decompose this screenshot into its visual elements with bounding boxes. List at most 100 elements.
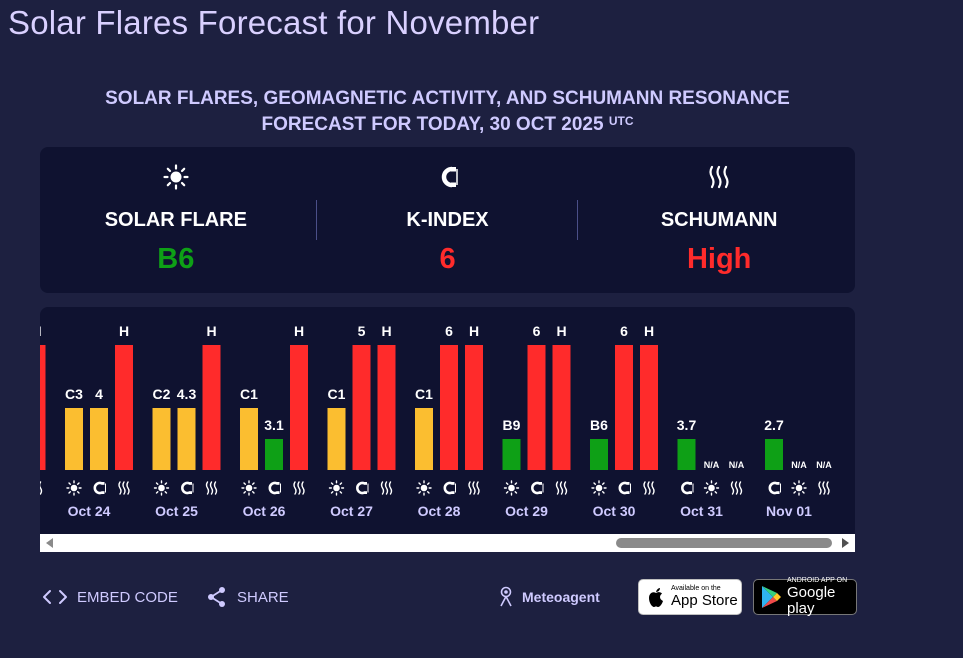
scroll-thumb[interactable]: [616, 538, 832, 548]
bar-kindex: [265, 439, 283, 470]
magnet-icon: [443, 481, 456, 495]
bar-value-label: C1: [328, 386, 346, 402]
bar-flare: [240, 408, 258, 470]
bar-kindex: [352, 345, 371, 470]
bar-na-label: N/A: [816, 460, 832, 470]
waves-icon: [468, 481, 480, 495]
sun-icon: [241, 480, 257, 496]
google-play-text: ANDROID APP ON Google play: [787, 577, 856, 617]
share-button[interactable]: SHARE: [207, 586, 289, 608]
chart-scrollbar[interactable]: [40, 534, 855, 552]
magnet-icon: [768, 481, 781, 495]
bar-kindex: [527, 345, 546, 470]
bar-na-label: N/A: [791, 460, 807, 470]
scroll-left-arrow[interactable]: [46, 538, 53, 548]
k-index-label: K-INDEX: [406, 209, 489, 231]
waves-icon: [643, 481, 655, 495]
magnet-icon: [618, 481, 631, 495]
waves-icon: [205, 481, 218, 495]
bar-value-label: 2.7: [764, 417, 784, 433]
bar-schumann: [290, 345, 308, 470]
bar-schumann: [465, 345, 483, 470]
bar-schumann: [202, 345, 221, 470]
bar-kindex: [440, 345, 458, 470]
schumann-summary: SCHUMANN High: [583, 147, 855, 293]
sun-icon: [791, 480, 807, 496]
schumann-value: High: [686, 243, 752, 275]
bar-value-label: 3.7: [677, 417, 697, 433]
sun-icon: [40, 161, 312, 193]
sun-icon: [328, 480, 345, 496]
bar-value-label: H: [644, 323, 654, 339]
bar-value-label: H: [206, 323, 216, 339]
app-store-badge[interactable]: Available on the App Store: [638, 579, 742, 615]
share-label: SHARE: [237, 588, 289, 606]
google-play-big: Google play: [787, 584, 836, 617]
bar-kindex: [177, 408, 196, 470]
bar-schumann: [115, 345, 133, 470]
share-icon: [207, 586, 227, 608]
bar-value-label: B9: [503, 417, 521, 433]
bar-value-label: H: [469, 323, 479, 339]
sun-icon: [703, 480, 720, 496]
magnet-icon: [268, 481, 281, 495]
day-date-label: Oct 31: [680, 503, 723, 519]
app-store-text: Available on the App Store: [671, 585, 738, 609]
bar-value-label: H: [40, 323, 42, 339]
waves-icon: [818, 481, 830, 495]
solar-flare-label: SOLAR FLARE: [104, 209, 247, 231]
page-title: Solar Flares Forecast for November: [8, 4, 540, 41]
bar-value-label: C3: [65, 386, 83, 402]
magnet-icon: [356, 481, 369, 495]
waves-icon: [583, 161, 855, 193]
bar-kindex: [765, 439, 783, 470]
day-date-label: Oct 28: [418, 503, 461, 519]
bar-flare: [590, 439, 608, 470]
bar-value-label: C1: [240, 386, 258, 402]
app-store-big: App Store: [671, 592, 738, 609]
bar-value-label: 6: [620, 323, 628, 339]
embed-code-button[interactable]: EMBED CODE: [42, 586, 178, 608]
bar-value-label: 4: [95, 386, 103, 402]
bar-value-label: H: [556, 323, 566, 339]
bar-schumann: [40, 345, 46, 470]
bar-value-label: C2: [153, 386, 171, 402]
day-date-label: Oct 24: [68, 503, 111, 519]
bar-flare: [327, 408, 346, 470]
divider: [577, 200, 578, 240]
waves-icon: [730, 481, 743, 495]
meteoagent-label: Meteoagent: [522, 589, 600, 605]
magnet-icon: [312, 161, 584, 193]
divider: [316, 200, 317, 240]
sun-icon: [503, 480, 520, 496]
bar-value-label: 6: [445, 323, 453, 339]
waves-icon: [293, 481, 305, 495]
sun-icon: [416, 480, 432, 496]
today-summary-card: SOLAR FLARE B6 K-INDEX 6 SCHUMANN: [40, 147, 855, 293]
app-store-small: Available on the: [671, 585, 721, 592]
day-date-label: Oct 25: [155, 503, 198, 519]
scroll-right-arrow[interactable]: [842, 538, 849, 548]
day-date-label: Oct 27: [330, 503, 373, 519]
sun-icon: [153, 480, 170, 496]
forecast-subtitle: SOLAR FLARES, GEOMAGNETIC ACTIVITY, AND …: [40, 86, 855, 138]
google-play-icon: [760, 585, 782, 609]
utc-label: UTC: [608, 114, 634, 128]
solar-flare-value: B6: [157, 243, 195, 275]
bar-na-label: N/A: [729, 460, 745, 470]
bar-value-label: B6: [590, 417, 608, 433]
google-play-badge[interactable]: ANDROID APP ON Google play: [753, 577, 857, 617]
bar-value-label: 4.3: [177, 386, 197, 402]
bar-flare: [65, 408, 83, 470]
subtitle-date: FORECAST FOR TODAY, 30 OCT 2025: [261, 114, 604, 135]
apple-icon: [647, 587, 665, 608]
bar-value-label: 6: [533, 323, 541, 339]
meteoagent-link[interactable]: Meteoagent: [498, 586, 600, 608]
bar-schumann: [640, 345, 658, 470]
k-index-summary: K-INDEX 6: [312, 147, 584, 293]
magnet-icon: [681, 481, 694, 495]
waves-icon: [40, 481, 43, 495]
bar-schumann: [377, 345, 396, 470]
